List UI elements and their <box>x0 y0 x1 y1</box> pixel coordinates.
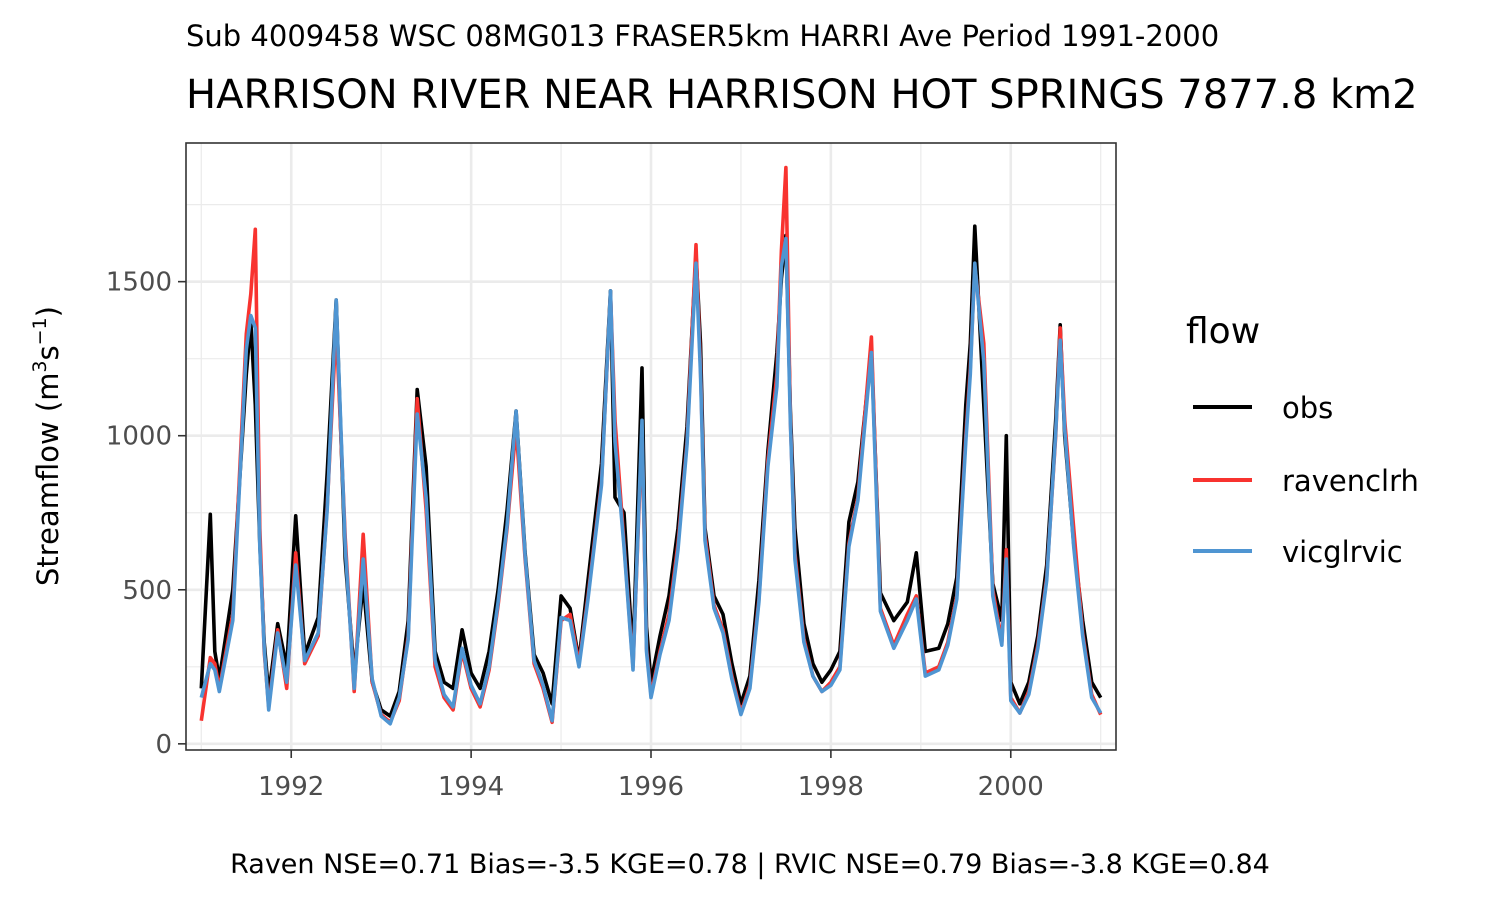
series-line-vicglrvic <box>199 236 1103 726</box>
grid <box>186 143 1116 750</box>
x-tick-label: 1994 <box>438 772 504 802</box>
x-tick-label: 2000 <box>978 772 1044 802</box>
y-axis-label: Streamflow (m3s−1) <box>29 306 65 586</box>
y-tick-label: 500 <box>122 576 172 606</box>
series-lines <box>199 165 1103 726</box>
chart-caption: Raven NSE=0.71 Bias=-3.5 KGE=0.78 | RVIC… <box>230 849 1270 880</box>
x-tick-label: 1996 <box>618 772 684 802</box>
legend-title: flow <box>1186 311 1260 352</box>
y-tick-label: 1000 <box>106 422 172 452</box>
legend-label-ravenclrh: ravenclrh <box>1282 464 1419 498</box>
y-tick-label: 1500 <box>106 268 172 298</box>
legend-label-vicglrvic: vicglrvic <box>1282 535 1403 569</box>
legend: flow obs ravenclrh vicglrvic <box>1186 311 1419 569</box>
x-tick-label: 1998 <box>798 772 864 802</box>
chart-subtitle: Sub 4009458 WSC 08MG013 FRASER5km HARRI … <box>186 19 1219 53</box>
chart-title: HARRISON RIVER NEAR HARRISON HOT SPRINGS… <box>186 72 1418 118</box>
x-tick-label: 1992 <box>258 772 324 802</box>
axes: 1992 1994 1996 1998 2000 0 500 1000 1500 <box>106 268 1044 802</box>
y-tick-label: 0 <box>155 730 172 760</box>
legend-label-obs: obs <box>1282 391 1333 425</box>
